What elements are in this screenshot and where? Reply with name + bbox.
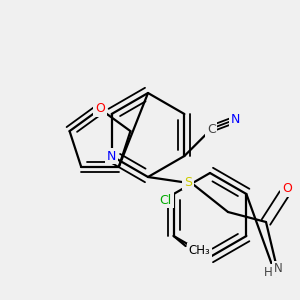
Text: Cl: Cl <box>160 194 172 206</box>
Text: N: N <box>107 149 116 163</box>
Text: CH₃: CH₃ <box>189 244 211 257</box>
Text: O: O <box>282 182 292 196</box>
Text: H: H <box>264 266 272 278</box>
Text: N: N <box>231 112 240 126</box>
Text: O: O <box>95 103 105 116</box>
Text: C: C <box>207 123 216 136</box>
Text: S: S <box>184 176 192 188</box>
Text: N: N <box>274 262 282 275</box>
